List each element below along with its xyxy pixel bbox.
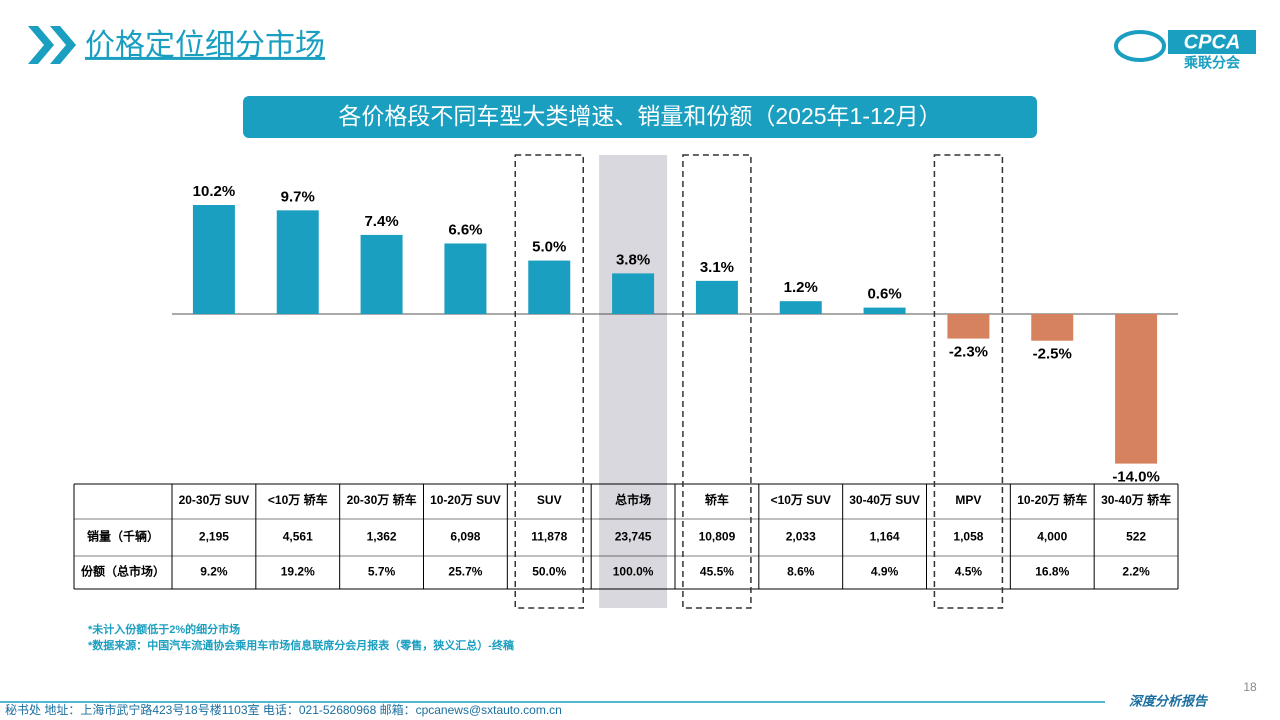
table-cell: 100.0%: [613, 565, 654, 579]
table-cell: 4.9%: [871, 565, 899, 579]
table-cell: 10,809: [699, 530, 736, 544]
row-label: 销量（千辆）: [87, 529, 159, 544]
table-cell: 1,362: [367, 530, 397, 544]
logo-name: CPCA: [1184, 31, 1241, 53]
value-label: 10.2%: [193, 183, 236, 200]
chart-title-banner: [243, 96, 1037, 138]
value-label: 9.7%: [281, 188, 315, 205]
table-cell: 2,195: [199, 530, 229, 544]
value-label: 3.8%: [616, 251, 650, 268]
table-cell: 4,561: [283, 530, 313, 544]
bar: [863, 307, 906, 314]
table-cell: 5.7%: [368, 565, 396, 579]
bar: [779, 301, 822, 314]
bar: [1031, 314, 1074, 341]
table-cell: 16.8%: [1035, 565, 1069, 579]
table-header: 30-40万 SUV: [849, 493, 920, 507]
table-cell: 522: [1126, 530, 1146, 544]
chart-title: 各价格段不同车型大类增速、销量和份额（2025年1-12月）: [338, 103, 941, 129]
footer-address: 秘书处 地址：上海市武宁路423号18号楼1103室 电话：021-526809…: [5, 702, 562, 717]
bar: [695, 280, 738, 314]
table-cell: 1,164: [870, 530, 900, 544]
highlight-box: [933, 154, 1004, 609]
table-cell: 11,878: [531, 530, 567, 544]
table-cell: 50.0%: [532, 565, 566, 579]
row-label: 份额（总市场）: [81, 564, 165, 579]
table-cell: 1,058: [953, 530, 983, 544]
table-header: 20-30万 轿车: [347, 492, 417, 507]
footer-tag: 深度分析报告: [1129, 693, 1209, 708]
highlight-box: [682, 154, 752, 609]
highlight-box: [514, 154, 584, 609]
table-cell: 4.5%: [955, 565, 983, 579]
value-label: 5.0%: [532, 239, 566, 256]
table-cell: 6,098: [450, 530, 480, 544]
table-cell: 25.7%: [448, 565, 482, 579]
table-header: 30-40万 轿车: [1101, 492, 1171, 507]
chevron-icon: [28, 26, 76, 64]
value-label: 1.2%: [784, 279, 818, 296]
note: *未计入份额低于2%的细分市场: [88, 622, 240, 636]
table-header: 轿车: [705, 492, 729, 507]
value-label: -14.0%: [1112, 469, 1160, 486]
logo-box: [1168, 30, 1256, 54]
bar: [360, 234, 403, 314]
value-label: 3.1%: [700, 259, 734, 276]
header-title: 价格定位细分市场: [85, 29, 325, 62]
value-label: 7.4%: [364, 213, 398, 230]
table-cell: 8.6%: [787, 565, 815, 579]
table-header: 10-20万 轿车: [1017, 492, 1087, 507]
bar: [612, 273, 655, 314]
bar: [947, 314, 990, 339]
table-cell: 19.2%: [281, 565, 315, 579]
bar: [444, 243, 487, 314]
table-cell: 2.2%: [1122, 565, 1150, 579]
value-label: 0.6%: [867, 286, 901, 303]
table-header: MPV: [955, 493, 981, 507]
page-number: 18: [1243, 680, 1257, 694]
table-header: SUV: [537, 493, 562, 507]
bar: [528, 260, 571, 314]
table-header: <10万 轿车: [268, 492, 328, 507]
value-label: 6.6%: [448, 221, 482, 238]
value-label: -2.3%: [949, 344, 988, 361]
highlight-shade: [599, 155, 668, 608]
table-cell: 4,000: [1037, 530, 1067, 544]
chart-area: 10.2% 20-30万 SUV 9.7% <10万 轿车 7.4% 20-30万 轿车 6…: [73, 154, 1179, 609]
bar: [1115, 314, 1158, 464]
table-header: 总市场: [615, 492, 651, 507]
table-cell: 23,745: [615, 530, 652, 544]
table-cell: 45.5%: [700, 565, 734, 579]
table-header: <10万 SUV: [771, 493, 831, 507]
table-header: 20-30万 SUV: [179, 493, 250, 507]
bar: [192, 205, 235, 314]
table-cell: 2,033: [786, 530, 816, 544]
value-label: -2.5%: [1033, 346, 1072, 363]
bar: [276, 210, 319, 314]
table-cell: 9.2%: [200, 565, 228, 579]
logo-mark: [1114, 30, 1166, 62]
note: *数据来源：中国汽车流通协会乘用车市场信息联席分会月报表（零售，狭义汇总）-终稿: [88, 638, 514, 652]
logo-subtitle: 乘联分会: [1183, 55, 1241, 71]
table-header: 10-20万 SUV: [430, 493, 501, 507]
